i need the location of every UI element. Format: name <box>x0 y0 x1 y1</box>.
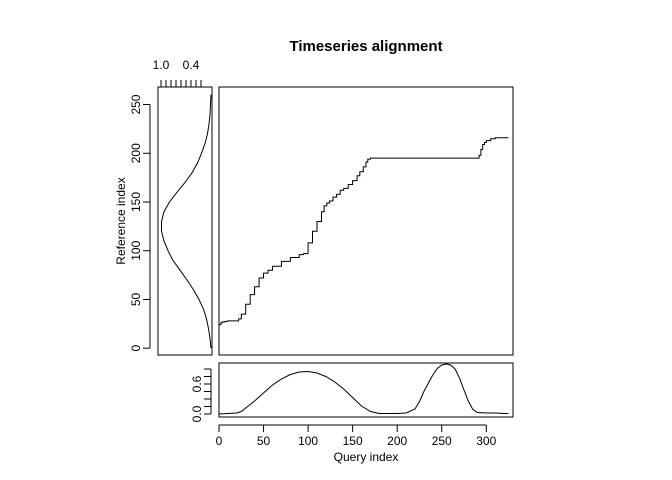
reference-series-line <box>161 94 212 349</box>
chart-title: Timeseries alignment <box>289 38 442 55</box>
y-axis-tick-label: 0 <box>129 345 143 352</box>
reference-top-tick-label: 1.0 <box>153 58 170 72</box>
reference-plot-frame <box>157 86 213 356</box>
alignment-path <box>219 137 509 326</box>
query-series-line <box>218 363 509 415</box>
x-axis-tick-label: 100 <box>298 434 318 448</box>
x-axis-tick-label: 150 <box>343 434 363 448</box>
x-axis-tick-label: 200 <box>387 434 407 448</box>
query-value-axis: 0.0 0.6 <box>190 368 212 422</box>
x-axis-tick-label: 0 <box>216 434 223 448</box>
y-axis-tick-label: 50 <box>129 292 143 306</box>
x-axis-tick-label: 300 <box>476 434 496 448</box>
reference-index-axis: 0 50 100 150 200 250 <box>129 94 151 352</box>
x-axis-tick-label: 250 <box>432 434 452 448</box>
query-y-axis-tick-label: 0.6 <box>190 375 204 392</box>
alignment-plot-frame <box>218 86 514 356</box>
reference-panel: 1.0 0.4 0 50 100 150 200 250 Reference index <box>114 58 213 356</box>
reference-top-ticks <box>160 80 202 87</box>
x-axis-tick-label: 50 <box>257 434 271 448</box>
query-y-axis-tick-label: 0.0 <box>190 405 204 422</box>
y-axis-tick-label: 100 <box>129 240 143 260</box>
y-axis-tick-label: 250 <box>129 94 143 114</box>
alignment-panel <box>218 86 514 356</box>
query-index-axis: 0 50 100 150 200 250 300 <box>216 424 497 448</box>
y-axis-tick-label: 200 <box>129 143 143 163</box>
query-plot-frame <box>218 362 514 418</box>
x-axis-label: Query index <box>334 450 399 464</box>
query-panel: 0.0 0.6 0 50 100 150 200 250 300 Query index <box>190 362 514 464</box>
reference-top-tick-label: 0.4 <box>183 58 200 72</box>
y-axis-tick-label: 150 <box>129 192 143 212</box>
y-axis-label: Reference index <box>114 177 128 264</box>
